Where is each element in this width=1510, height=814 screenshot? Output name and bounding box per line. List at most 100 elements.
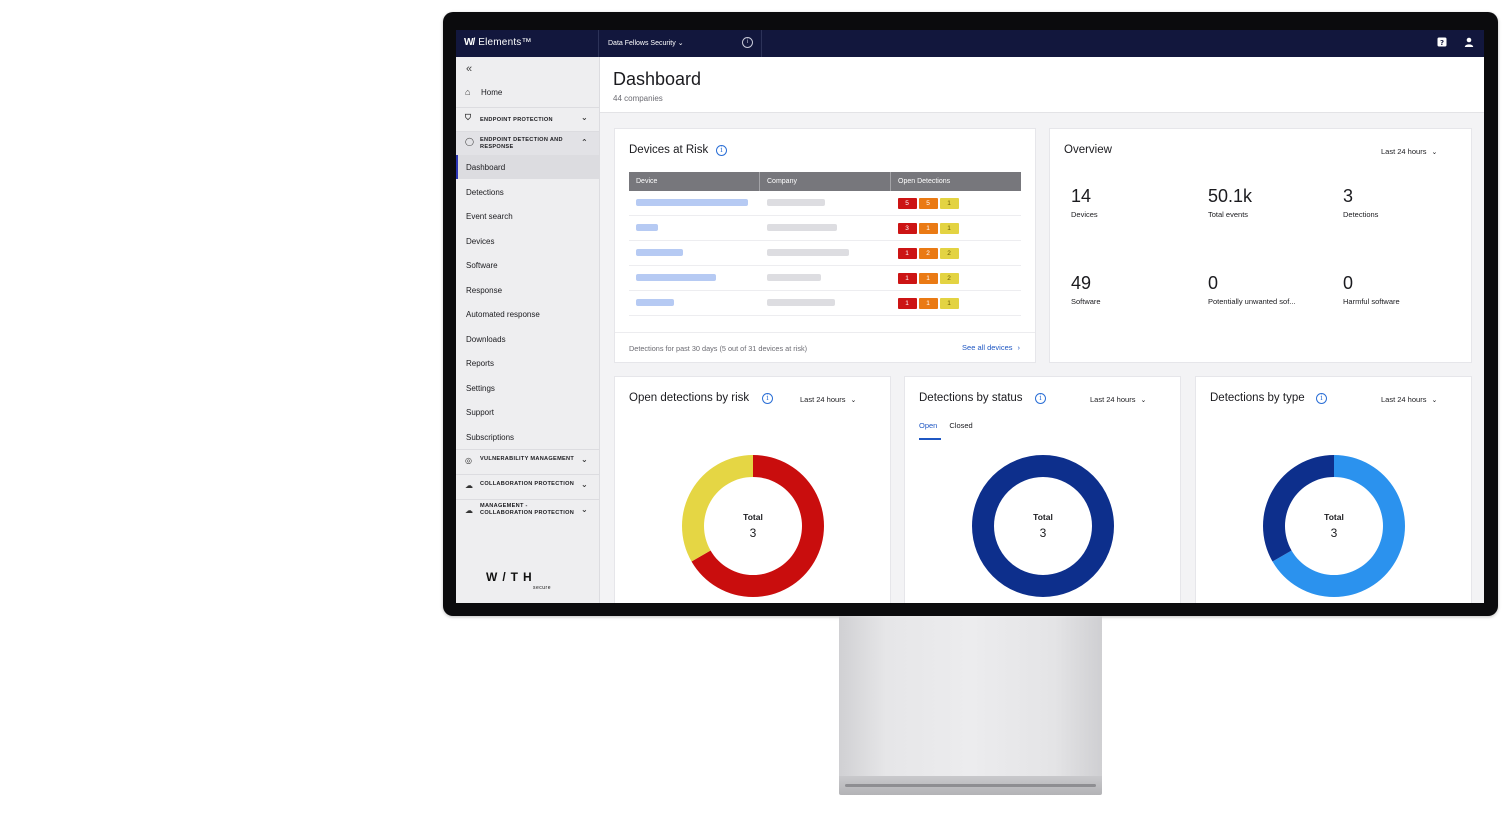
sidebar-item-downloads[interactable]: Downloads [456, 327, 599, 351]
stat-label: Total events [1208, 210, 1249, 219]
donut-slice[interactable] [1272, 455, 1405, 597]
donut-slice[interactable] [972, 455, 1114, 597]
organization-selector[interactable]: Data Fellows Security ⌄ [608, 39, 684, 48]
time-range-dropdown[interactable]: Last 24 hours ⌄ [800, 395, 856, 404]
info-icon[interactable]: i [1316, 393, 1327, 404]
severity-critical-badge: 1 [897, 272, 917, 284]
tab-open[interactable]: Open [919, 421, 938, 430]
column-header-open-detections[interactable]: Open Detections [890, 172, 1021, 191]
chevron-down-icon: ⌄ [580, 113, 588, 122]
detections-by-type-card: Detections by type i Last 24 hours ⌄ Tota… [1195, 376, 1472, 603]
sidebar-item-subscriptions[interactable]: Subscriptions [456, 425, 599, 449]
see-all-devices-link[interactable]: See all devices › [962, 343, 1020, 352]
stat-total-events[interactable]: 50.1k Total events [1208, 186, 1252, 219]
stat-label: Harmful software [1343, 297, 1400, 306]
sidebar-item-response[interactable]: Response [456, 278, 599, 302]
donut-slice[interactable] [691, 455, 824, 597]
severity-critical-badge: 5 [897, 197, 917, 209]
double-chevron-left-icon[interactable]: « [466, 63, 473, 75]
sidebar-item-support[interactable]: Support [456, 400, 599, 424]
sidebar-item-reports[interactable]: Reports [456, 351, 599, 375]
help-icon[interactable]: ? [1437, 37, 1447, 47]
severity-high-badge: 5 [918, 197, 938, 209]
sidebar-item-home[interactable]: ⌂ Home [456, 85, 599, 101]
detections-by-status-card: Detections by status i Last 24 hours ⌄ Op… [904, 376, 1181, 603]
donut-total-label: Total [1324, 512, 1344, 522]
organization-name: Data Fellows Security [608, 39, 676, 47]
stat-potentially-unwanted[interactable]: 0 Potentially unwanted sof... [1208, 273, 1296, 306]
stat-devices[interactable]: 14 Devices [1071, 186, 1098, 219]
sidebar-section-endpoint-protection[interactable]: ⛉ ENDPOINT PROTECTION ⌄ [456, 107, 599, 132]
company-redacted [766, 298, 835, 306]
donut-total-label: Total [1033, 512, 1053, 522]
cloud-icon: ☁ [465, 481, 474, 490]
user-icon[interactable] [1464, 37, 1474, 47]
sidebar-item-detections[interactable]: Detections [456, 180, 599, 204]
device-link-redacted[interactable] [636, 248, 683, 256]
time-range-dropdown[interactable]: Last 24 hours ⌄ [1090, 395, 1146, 404]
time-range-dropdown[interactable]: Last 24 hours ⌄ [1381, 147, 1437, 156]
stat-software[interactable]: 49 Software [1071, 273, 1101, 306]
device-link-redacted[interactable] [636, 223, 658, 231]
sidebar-item-label: Devices [466, 237, 495, 246]
donut-total-value: 3 [1330, 526, 1338, 540]
stat-value: 0 [1208, 273, 1219, 293]
sidebar-section-edr[interactable]: ◯ ENDPOINT DETECTION AND RESPONSE ⌃ [456, 131, 599, 156]
status-tabs: Open Closed [919, 421, 973, 430]
devices-card-footer: Detections for past 30 days (5 out of 31… [615, 332, 1035, 363]
stat-value: 14 [1071, 186, 1092, 206]
active-tab-indicator [919, 438, 941, 440]
monitor-stand-base [839, 776, 1102, 795]
sidebar-section-collaboration-protection[interactable]: ☁ COLLABORATION PROTECTION ⌄ [456, 474, 599, 500]
sidebar-item-label: Settings [466, 384, 495, 393]
sidebar-item-settings[interactable]: Settings [456, 376, 599, 400]
sidebar-item-label: Detections [466, 188, 504, 197]
severity-medium-badge: 1 [939, 222, 959, 234]
sidebar-item-devices[interactable]: Devices [456, 229, 599, 253]
column-header-device[interactable]: Device [629, 172, 760, 191]
sidebar-item-label: Software [466, 261, 498, 270]
sidebar-section-management-collaboration[interactable]: ☁ MANAGEMENT - COLLABORATION PROTECTION … [456, 499, 599, 525]
tab-closed[interactable]: Closed [949, 421, 973, 430]
sidebar-item-event-search[interactable]: Event search [456, 204, 599, 228]
chevron-up-icon: ⌃ [580, 138, 588, 147]
stat-value: 49 [1071, 273, 1092, 293]
app-logo[interactable]: W/ Elements™ [464, 37, 532, 48]
severity-critical-badge: 3 [897, 222, 917, 234]
sidebar-section-vulnerability-management[interactable]: ◎ VULNERABILITY MANAGEMENT ⌄ [456, 449, 599, 475]
column-header-company[interactable]: Company [759, 172, 891, 191]
info-icon[interactable]: i [762, 393, 773, 404]
chevron-right-icon: › [1017, 343, 1021, 352]
time-range-dropdown[interactable]: Last 24 hours ⌄ [1381, 395, 1437, 404]
dropdown-value: Last 24 hours [800, 395, 846, 404]
info-icon[interactable]: i [742, 37, 753, 48]
sidebar-item-software[interactable]: Software [456, 253, 599, 277]
sidebar-section-label: VULNERABILITY MANAGEMENT [480, 456, 575, 462]
info-icon[interactable]: i [716, 145, 727, 156]
stat-detections[interactable]: 3 Detections [1343, 186, 1378, 219]
device-link-redacted[interactable] [636, 298, 674, 306]
device-link-redacted[interactable] [636, 273, 716, 281]
info-icon[interactable]: i [1035, 393, 1046, 404]
page-subtitle: 44 companies [613, 94, 663, 103]
sidebar-item-label: Response [466, 286, 503, 295]
divider [598, 30, 599, 57]
donut-slice[interactable] [682, 455, 753, 562]
stat-harmful-software[interactable]: 0 Harmful software [1343, 273, 1400, 306]
sidebar-item-automated-response[interactable]: Automated response [456, 302, 599, 326]
device-link-redacted[interactable] [636, 198, 748, 206]
page-title: Dashboard [613, 69, 702, 89]
card-title: Overview [1064, 144, 1112, 156]
sidebar-item-dashboard[interactable]: Dashboard [456, 155, 599, 179]
card-title: Open detections by risk [629, 392, 750, 404]
severity-high-badge: 2 [918, 247, 938, 259]
page-header: Dashboard 44 companies [600, 57, 1484, 113]
donut-slice[interactable] [1263, 455, 1334, 562]
